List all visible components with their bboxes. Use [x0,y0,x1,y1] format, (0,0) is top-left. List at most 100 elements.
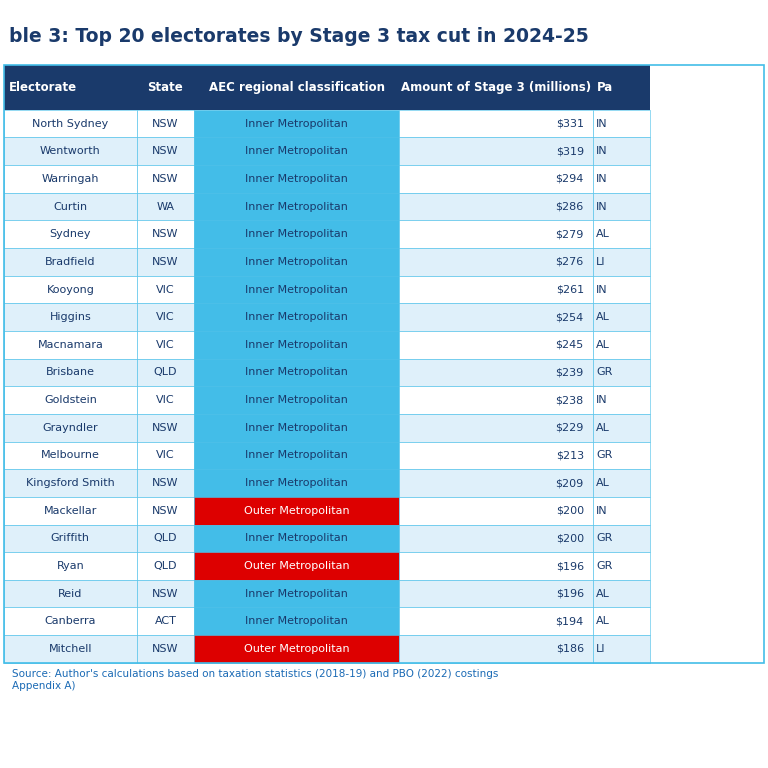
Text: Melbourne: Melbourne [41,450,100,461]
Text: QLD: QLD [154,533,177,544]
Text: NSW: NSW [152,644,179,654]
Text: $200: $200 [556,533,584,544]
Text: $286: $286 [555,201,584,212]
Text: QLD: QLD [154,367,177,378]
Text: AL: AL [596,339,610,350]
Text: AL: AL [596,422,610,433]
Text: $194: $194 [555,616,584,627]
Text: VIC: VIC [156,450,175,461]
Text: Mitchell: Mitchell [48,644,92,654]
Text: Inner Metropolitan: Inner Metropolitan [245,339,348,350]
Text: Kingsford Smith: Kingsford Smith [26,478,114,488]
Text: $294: $294 [555,174,584,184]
Text: $238: $238 [555,395,584,406]
Text: QLD: QLD [154,561,177,571]
Text: IN: IN [596,201,607,212]
Text: WA: WA [157,201,174,212]
Text: NSW: NSW [152,174,179,184]
Text: $186: $186 [556,644,584,654]
Text: Inner Metropolitan: Inner Metropolitan [245,588,348,599]
Text: $229: $229 [555,422,584,433]
Text: IN: IN [596,174,607,184]
Text: GR: GR [596,561,613,571]
Text: Warringah: Warringah [41,174,99,184]
Text: Inner Metropolitan: Inner Metropolitan [245,450,348,461]
Text: Inner Metropolitan: Inner Metropolitan [245,395,348,406]
Text: LI: LI [596,257,606,267]
Text: Inner Metropolitan: Inner Metropolitan [245,422,348,433]
Text: Electorate: Electorate [9,81,78,94]
Text: $319: $319 [556,146,584,157]
Text: NSW: NSW [152,478,179,488]
Text: Goldstein: Goldstein [44,395,97,406]
Text: IN: IN [596,395,607,406]
Text: Outer Metropolitan: Outer Metropolitan [243,644,349,654]
Text: Higgins: Higgins [49,312,91,323]
Text: Inner Metropolitan: Inner Metropolitan [245,201,348,212]
Text: NSW: NSW [152,505,179,516]
Text: VIC: VIC [156,339,175,350]
Text: $196: $196 [556,561,584,571]
Text: Brisbane: Brisbane [46,367,95,378]
Text: State: State [147,81,184,94]
Text: Inner Metropolitan: Inner Metropolitan [245,118,348,129]
Text: $331: $331 [556,118,584,129]
Text: $200: $200 [556,505,584,516]
Text: $245: $245 [555,339,584,350]
Text: $279: $279 [555,229,584,240]
Text: Sydney: Sydney [50,229,91,240]
Text: IN: IN [596,505,607,516]
Text: NSW: NSW [152,118,179,129]
Text: Curtin: Curtin [53,201,88,212]
Text: Inner Metropolitan: Inner Metropolitan [245,257,348,267]
Text: GR: GR [596,367,613,378]
Text: Outer Metropolitan: Outer Metropolitan [243,505,349,516]
Text: Amount of Stage 3 (millions): Amount of Stage 3 (millions) [401,81,591,94]
Text: $213: $213 [556,450,584,461]
Text: Reid: Reid [58,588,82,599]
Text: $239: $239 [555,367,584,378]
Text: ACT: ACT [154,616,177,627]
Text: IN: IN [596,118,607,129]
Text: Inner Metropolitan: Inner Metropolitan [245,367,348,378]
Text: VIC: VIC [156,284,175,295]
Text: Inner Metropolitan: Inner Metropolitan [245,146,348,157]
Text: Wentworth: Wentworth [40,146,101,157]
Text: NSW: NSW [152,588,179,599]
Text: Bradfield: Bradfield [45,257,96,267]
Text: AL: AL [596,478,610,488]
Text: LI: LI [596,644,606,654]
Text: Inner Metropolitan: Inner Metropolitan [245,284,348,295]
Text: $261: $261 [556,284,584,295]
Text: NSW: NSW [152,422,179,433]
Text: NSW: NSW [152,146,179,157]
Text: AL: AL [596,616,610,627]
Text: VIC: VIC [156,312,175,323]
Text: $196: $196 [556,588,584,599]
Text: AL: AL [596,229,610,240]
Text: Outer Metropolitan: Outer Metropolitan [243,561,349,571]
Text: Macnamara: Macnamara [38,339,104,350]
Text: Grayndler: Grayndler [42,422,98,433]
Text: Ryan: Ryan [57,561,84,571]
Text: Inner Metropolitan: Inner Metropolitan [245,312,348,323]
Text: Inner Metropolitan: Inner Metropolitan [245,533,348,544]
Text: ble 3: Top 20 electorates by Stage 3 tax cut in 2024-25: ble 3: Top 20 electorates by Stage 3 tax… [9,27,589,46]
Text: Inner Metropolitan: Inner Metropolitan [245,616,348,627]
Text: AL: AL [596,312,610,323]
Text: North Sydney: North Sydney [32,118,108,129]
Text: Inner Metropolitan: Inner Metropolitan [245,478,348,488]
Text: IN: IN [596,146,607,157]
Text: Canberra: Canberra [45,616,96,627]
Text: NSW: NSW [152,229,179,240]
Text: $209: $209 [555,478,584,488]
Text: GR: GR [596,450,613,461]
Text: Inner Metropolitan: Inner Metropolitan [245,174,348,184]
Text: Source: Author's calculations based on taxation statistics (2018-19) and PBO (20: Source: Author's calculations based on t… [12,669,498,690]
Text: Inner Metropolitan: Inner Metropolitan [245,229,348,240]
Text: $254: $254 [555,312,584,323]
Text: AL: AL [596,588,610,599]
Text: AEC regional classification: AEC regional classification [209,81,385,94]
Text: $276: $276 [555,257,584,267]
Text: VIC: VIC [156,395,175,406]
